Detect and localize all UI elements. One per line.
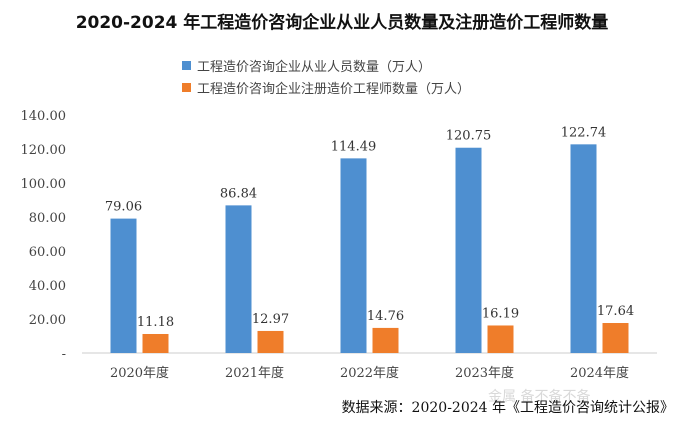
- bar-engineers: [602, 323, 629, 353]
- data-label: 14.76: [367, 309, 404, 324]
- source-note: 数据来源：2020-2024 年《工程造价咨询统计公报》: [341, 400, 674, 416]
- y-tick-label: 100.00: [21, 177, 67, 192]
- data-label: 120.75: [446, 129, 492, 144]
- x-tick-label: 2024年度: [570, 365, 629, 381]
- legend-item-employees: 工程造价咨询企业从业人员数量（万人）: [182, 54, 470, 76]
- data-label: 16.19: [482, 306, 519, 321]
- data-label: 11.18: [137, 315, 174, 330]
- legend-swatch-engineers: [182, 82, 191, 92]
- x-tick-label: 2022年度: [340, 365, 399, 381]
- bar-engineers: [257, 330, 284, 353]
- data-label: 86.84: [220, 186, 257, 201]
- y-tick-label: 20.00: [29, 313, 66, 328]
- y-tick-label: 140.00: [21, 109, 67, 124]
- bar-employees: [110, 218, 137, 353]
- data-label: 122.74: [561, 125, 607, 140]
- x-tick-label: 2021年度: [225, 365, 284, 381]
- y-tick-label: 120.00: [21, 143, 67, 158]
- bar-engineers: [487, 325, 514, 353]
- legend-swatch-employees: [182, 60, 191, 70]
- y-tick-label: 60.00: [29, 245, 66, 260]
- bar-employees: [225, 205, 252, 353]
- y-tick-label: 40.00: [29, 279, 66, 294]
- data-label: 114.49: [331, 139, 377, 154]
- chart-title: 2020-2024 年工程造价咨询企业从业人员数量及注册造价工程师数量: [75, 13, 609, 33]
- legend-item-engineers: 工程造价咨询企业注册造价工程师数量（万人）: [182, 76, 470, 98]
- legend-label-employees: 工程造价咨询企业从业人员数量（万人）: [197, 59, 432, 75]
- data-label: 79.06: [105, 200, 142, 215]
- data-label: 17.64: [597, 304, 634, 319]
- x-tick-label: 2020年度: [110, 365, 169, 381]
- data-label: 12.97: [252, 312, 289, 327]
- legend-label-engineers: 工程造价咨询企业注册造价工程师数量（万人）: [197, 81, 471, 97]
- x-tick-label: 2023年度: [455, 365, 514, 381]
- watermark: 金属 备不备不备: [488, 389, 591, 405]
- bar-engineers: [142, 333, 169, 353]
- y-tick-label: -: [62, 347, 66, 362]
- bar-employees: [455, 147, 482, 353]
- legend: 工程造价咨询企业从业人员数量（万人） 工程造价咨询企业注册造价工程师数量（万人）: [182, 54, 470, 98]
- bar-employees: [570, 144, 597, 353]
- y-tick-label: 80.00: [29, 211, 66, 226]
- bar-employees: [340, 158, 367, 353]
- bar-engineers: [372, 327, 399, 353]
